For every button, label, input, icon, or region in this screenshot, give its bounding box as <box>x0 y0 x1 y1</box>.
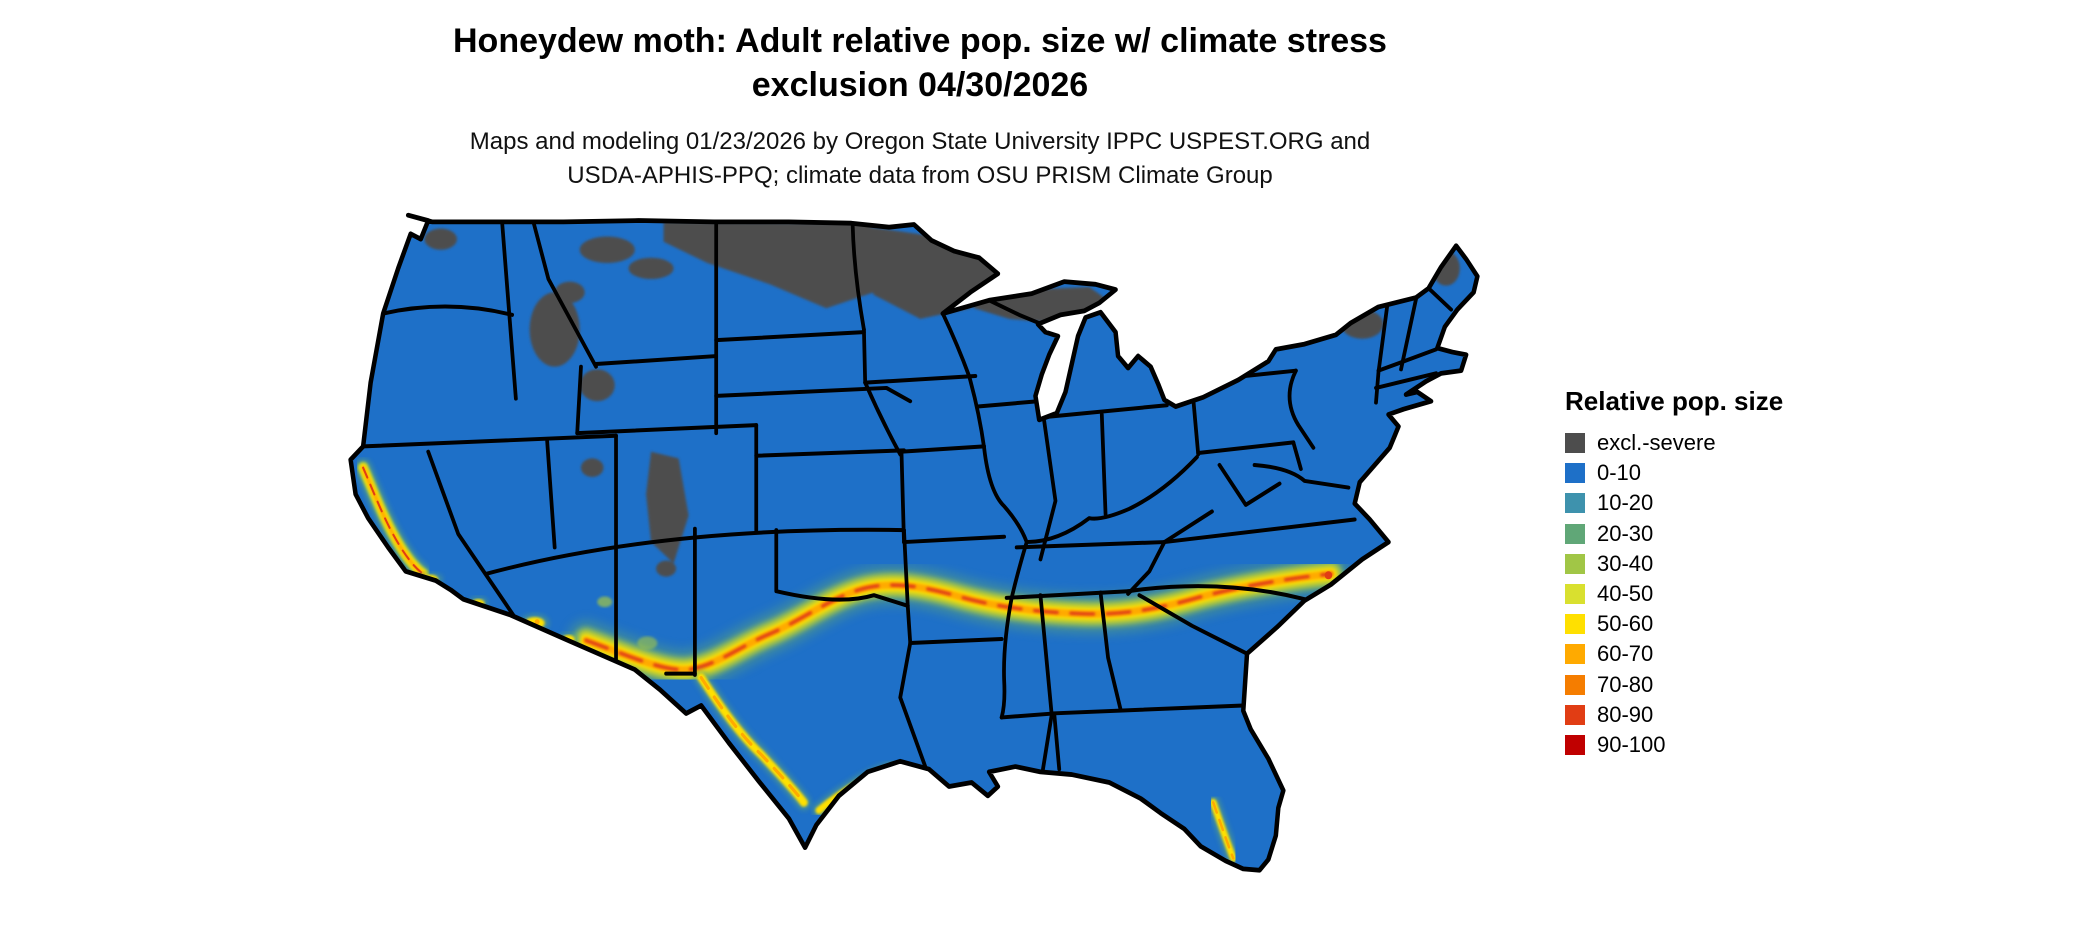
state-borders <box>361 219 1453 772</box>
legend-swatch <box>1565 614 1585 635</box>
map-subtitle-line2: USDA-APHIS-PPQ; climate data from OSU PR… <box>567 162 1273 190</box>
legend-item: 50-60 <box>1565 611 1783 637</box>
legend-item: 80-90 <box>1565 701 1783 727</box>
legend-swatch <box>1565 674 1585 695</box>
legend-swatch <box>1565 644 1585 665</box>
legend-item-label: 70-80 <box>1597 671 1654 697</box>
map-subtitle-line1: Maps and modeling 01/23/2026 by Oregon S… <box>469 128 1371 156</box>
legend-swatch <box>1565 523 1585 544</box>
legend-swatch <box>1565 704 1585 725</box>
legend-swatch <box>1565 433 1585 454</box>
legend-item-label: 40-50 <box>1597 580 1654 606</box>
map-title: Honeydew moth: Adult relative pop. size … <box>270 20 1570 107</box>
us-outline <box>348 212 1480 873</box>
map-subtitle: Maps and modeling 01/23/2026 by Oregon S… <box>270 125 1570 193</box>
legend-item-label: 90-100 <box>1597 731 1666 757</box>
us-map <box>288 186 1540 930</box>
legend-item: 30-40 <box>1565 550 1783 576</box>
legend-item: 20-30 <box>1565 520 1783 546</box>
legend-item-label: 20-30 <box>1597 520 1654 546</box>
legend-item: 70-80 <box>1565 671 1783 697</box>
legend-item-label: 30-40 <box>1597 550 1654 576</box>
legend-title: Relative pop. size <box>1565 386 1784 416</box>
map-title-line1: Honeydew moth: Adult relative pop. size … <box>453 22 1387 60</box>
legend-item-label: 50-60 <box>1597 611 1654 637</box>
map-title-line2: exclusion 04/30/2026 <box>751 65 1089 104</box>
legend-swatch <box>1565 584 1585 605</box>
legend-item-label: 0-10 <box>1597 460 1642 486</box>
legend-item-label: excl.-severe <box>1597 430 1716 455</box>
legend-item-label: 80-90 <box>1597 701 1654 727</box>
legend-swatch <box>1565 734 1585 755</box>
legend-swatch <box>1565 493 1585 514</box>
legend: Relative pop. size excl.-severe 0-10 10-… <box>1565 386 1783 763</box>
figure-header: Honeydew moth: Adult relative pop. size … <box>270 20 1570 193</box>
legend-item-label: 60-70 <box>1597 641 1654 667</box>
legend-item-label: 10-20 <box>1597 490 1654 516</box>
legend-swatch <box>1565 553 1585 574</box>
legend-item: excl.-severe <box>1565 430 1783 455</box>
us-map-svg <box>348 212 1480 873</box>
legend-item: 90-100 <box>1565 731 1783 757</box>
legend-item: 40-50 <box>1565 580 1783 606</box>
legend-item: 10-20 <box>1565 491 1783 515</box>
legend-item: 0-10 <box>1565 460 1783 486</box>
legend-swatch <box>1565 463 1585 484</box>
legend-item: 60-70 <box>1565 642 1783 666</box>
